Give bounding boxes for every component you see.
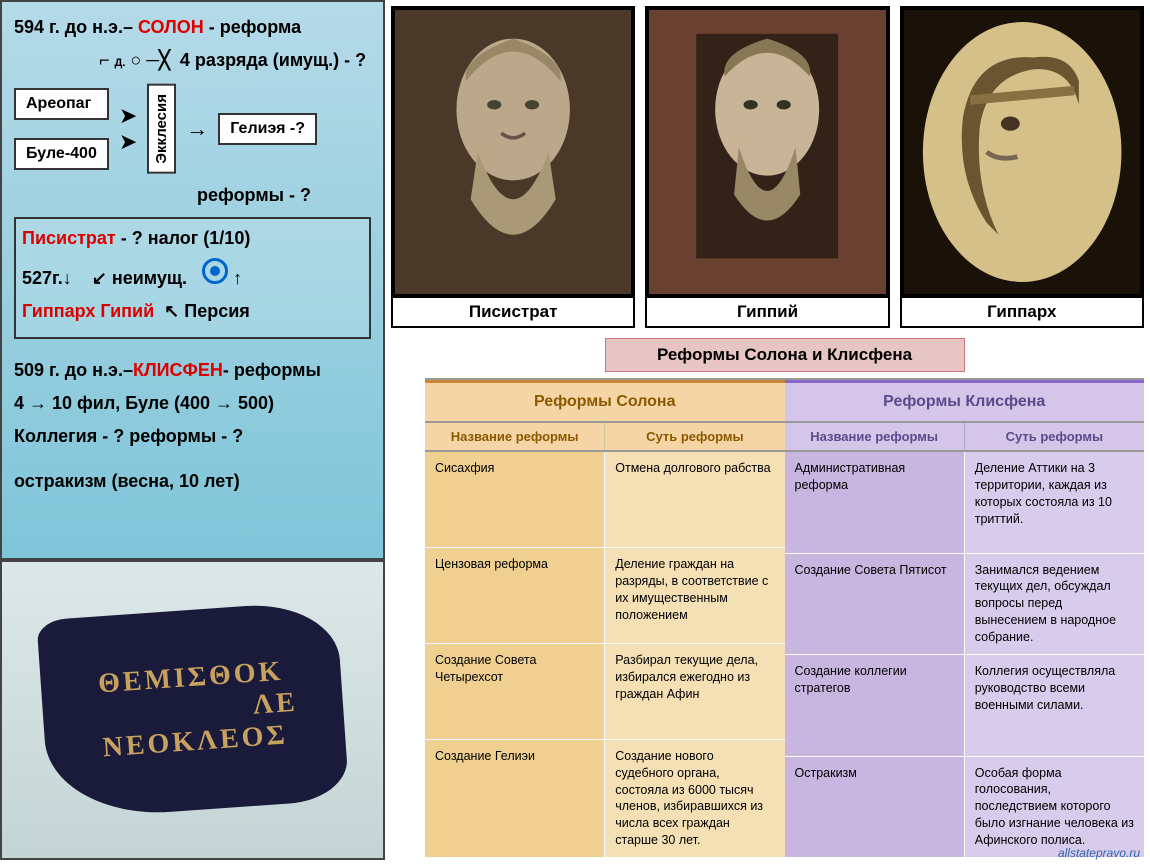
reform-desc: Деление Аттики на 3 территории, каждая и… xyxy=(965,452,1144,553)
reform-name: Создание Совета Четырехсот xyxy=(425,644,605,739)
reform-desc: Создание нового судебного органа, состоя… xyxy=(605,740,784,857)
reforms-title: Реформы Солона и Клисфена xyxy=(605,338,965,372)
sub-header: Суть реформы xyxy=(965,423,1144,450)
reform-name: Цензовая реформа xyxy=(425,548,605,643)
text: 4 разряда (имущ.) - ? xyxy=(180,50,366,70)
table-row: Создание Совета ПятисотЗанимался ведение… xyxy=(785,554,1145,656)
bust-card: Гиппарх xyxy=(900,6,1144,328)
ekklesia-box: Экклесия xyxy=(147,84,176,174)
solon-name: СОЛОН xyxy=(138,17,204,37)
bust-label: Гиппий xyxy=(645,296,889,328)
sub-header: Название реформы xyxy=(785,423,965,450)
bust-card: Писистрат xyxy=(391,6,635,328)
text: - ? налог (1/10) xyxy=(116,228,251,248)
reform-desc: Разбирал текущие дела, избирался ежегодн… xyxy=(605,644,784,739)
ostracon-line: ΛΕ xyxy=(251,685,328,722)
text: - реформа xyxy=(204,17,301,37)
text: Коллегия - ? реформы - ? xyxy=(14,423,371,450)
reform-desc: Коллегия осуществляла руководство всеми … xyxy=(965,655,1144,756)
ostracon-image: ΘΕΜΙΣΘΟΚ ΛΕ ΝΕΟΚΛΕΟΣ xyxy=(0,560,385,860)
bust-label: Писистрат xyxy=(391,296,635,328)
hipparch-hippias: Гиппарх Гипий xyxy=(22,301,154,321)
table-row: Создание ГелиэиСоздание нового судебного… xyxy=(425,740,785,858)
table-row: Цензовая реформаДеление граждан на разря… xyxy=(425,548,785,644)
reform-desc: Особая форма голосования, последствием к… xyxy=(965,757,1144,858)
pisistrat: Писистрат xyxy=(22,228,116,248)
busts-row: Писистрат Гиппий xyxy=(385,0,1150,334)
table-row: СисахфияОтмена долгового рабства xyxy=(425,452,785,548)
table-row: ОстракизмОсобая форма голосования, после… xyxy=(785,757,1145,859)
sub-header: Название реформы xyxy=(425,423,605,450)
reform-name: Создание Гелиэи xyxy=(425,740,605,857)
col-header: Реформы Клисфена xyxy=(785,380,1145,423)
reforms-table: Реформы Солона и Клисфена Реформы Солона… xyxy=(385,334,1150,864)
text: 509 г. до н.э.– xyxy=(14,360,133,380)
sub-header: Суть реформы xyxy=(605,423,784,450)
reform-desc: Занимался ведением текущих дел, обсуждал… xyxy=(965,554,1144,655)
bust-icon xyxy=(649,10,885,294)
text: реформы - ? xyxy=(14,182,371,209)
solon-diagram: 594 г. до н.э.– СОЛОН - реформа ⌐ Д. ○ ─… xyxy=(0,0,385,560)
reform-desc: Деление граждан на разряды, в соответств… xyxy=(605,548,784,643)
reform-name: Создание Совета Пятисот xyxy=(785,554,965,655)
bule-box: Буле-400 xyxy=(14,138,109,170)
reform-desc: Отмена долгового рабства xyxy=(605,452,784,547)
table-row: Создание коллегии стратеговКоллегия осущ… xyxy=(785,655,1145,757)
text: 594 г. до н.э.– xyxy=(14,17,138,37)
credit-text: allstatepravo.ru xyxy=(1058,846,1140,860)
table-row: Административная реформаДеление Аттики н… xyxy=(785,452,1145,554)
klisfen-column: Реформы Клисфена Название реформы Суть р… xyxy=(785,380,1145,858)
table-row: Создание Совета ЧетырехсотРазбирал текущ… xyxy=(425,644,785,740)
bust-label: Гиппарх xyxy=(900,296,1144,328)
reform-name: Административная реформа xyxy=(785,452,965,553)
reform-name: Остракизм xyxy=(785,757,965,858)
heliaea-box: Гелиэя -? xyxy=(218,113,317,145)
ostracism-text: остракизм (весна, 10 лет) xyxy=(14,468,371,495)
text: 4 → 10 фил, Буле (400 → 500) xyxy=(14,390,371,417)
reform-name: Создание коллегии стратегов xyxy=(785,655,965,756)
text: Персия xyxy=(184,301,250,321)
text: 527г. xyxy=(22,268,63,288)
reform-name: Сисахфия xyxy=(425,452,605,547)
bust-card: Гиппий xyxy=(645,6,889,328)
text: неимущ. xyxy=(112,268,187,288)
areopag-box: Ареопаг xyxy=(14,88,109,120)
ostracon-line: ΝΕΟΚΛΕΟΣ xyxy=(101,719,288,764)
solon-column: Реформы Солона Название реформы Суть реф… xyxy=(425,380,785,858)
bust-icon xyxy=(395,10,631,294)
text: - реформы xyxy=(223,360,321,380)
klisfen-name: КЛИСФЕН xyxy=(133,360,223,380)
col-header: Реформы Солона xyxy=(425,380,785,423)
target-icon xyxy=(202,258,228,284)
bust-icon xyxy=(904,10,1140,294)
